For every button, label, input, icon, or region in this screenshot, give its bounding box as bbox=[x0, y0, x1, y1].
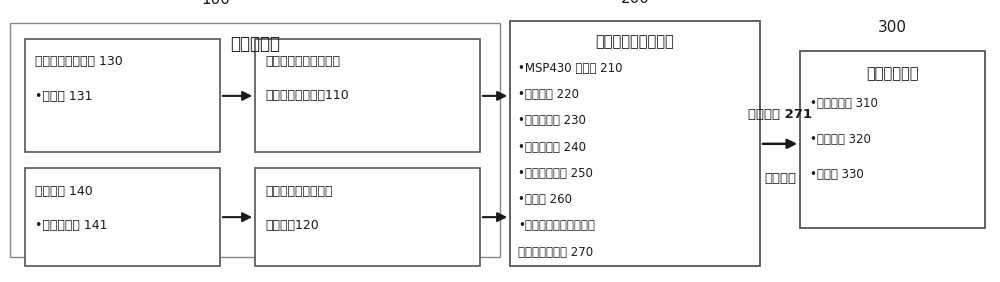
Text: 光纤传感器（或专用小: 光纤传感器（或专用小 bbox=[265, 55, 340, 68]
Text: 200: 200 bbox=[621, 0, 649, 6]
Text: 小粒径精量排种器 130: 小粒径精量排种器 130 bbox=[35, 55, 123, 68]
FancyBboxPatch shape bbox=[255, 168, 480, 266]
Text: •集成电路板 230: •集成电路板 230 bbox=[518, 114, 586, 127]
FancyBboxPatch shape bbox=[800, 51, 985, 228]
Text: •投种口 131: •投种口 131 bbox=[35, 90, 92, 103]
FancyBboxPatch shape bbox=[25, 168, 220, 266]
FancyBboxPatch shape bbox=[10, 23, 500, 257]
Text: 传感器模块: 传感器模块 bbox=[230, 35, 280, 53]
FancyBboxPatch shape bbox=[25, 39, 220, 152]
Text: 单片机检测系统模块: 单片机检测系统模块 bbox=[596, 34, 674, 49]
Text: 传感器）120: 传感器）120 bbox=[265, 219, 319, 232]
Text: •显示报警器 240: •显示报警器 240 bbox=[518, 141, 586, 154]
Text: •电机驱动器 310: •电机驱动器 310 bbox=[810, 97, 878, 110]
Text: 播实时检测方法 270: 播实时检测方法 270 bbox=[518, 246, 593, 259]
Text: 漏播信号 271: 漏播信号 271 bbox=[748, 108, 812, 121]
Text: 同步圆盘 140: 同步圆盘 140 bbox=[35, 185, 93, 198]
Text: •补种器 330: •补种器 330 bbox=[810, 168, 864, 181]
Text: 补种执行模块: 补种执行模块 bbox=[866, 66, 919, 81]
FancyBboxPatch shape bbox=[510, 21, 760, 266]
Text: 粒径颗粒传感器）110: 粒径颗粒传感器）110 bbox=[265, 89, 349, 102]
Text: •磁钢或光孔 141: •磁钢或光孔 141 bbox=[35, 219, 108, 232]
Text: •人机操作界面 250: •人机操作界面 250 bbox=[518, 167, 593, 180]
Text: •基于时变的滑动窗口漏: •基于时变的滑动窗口漏 bbox=[518, 219, 595, 232]
Text: 霍尔传感器（或光电: 霍尔传感器（或光电 bbox=[265, 185, 332, 198]
Text: •检测箱 260: •检测箱 260 bbox=[518, 193, 572, 206]
Text: •MSP430 单片机 210: •MSP430 单片机 210 bbox=[518, 62, 622, 75]
FancyBboxPatch shape bbox=[255, 39, 480, 152]
Text: •直流电池 220: •直流电池 220 bbox=[518, 88, 579, 101]
Text: •步进电机 320: •步进电机 320 bbox=[810, 133, 871, 146]
Text: 300: 300 bbox=[878, 20, 907, 35]
Text: 电源供电: 电源供电 bbox=[764, 172, 796, 185]
Text: 100: 100 bbox=[201, 0, 230, 7]
